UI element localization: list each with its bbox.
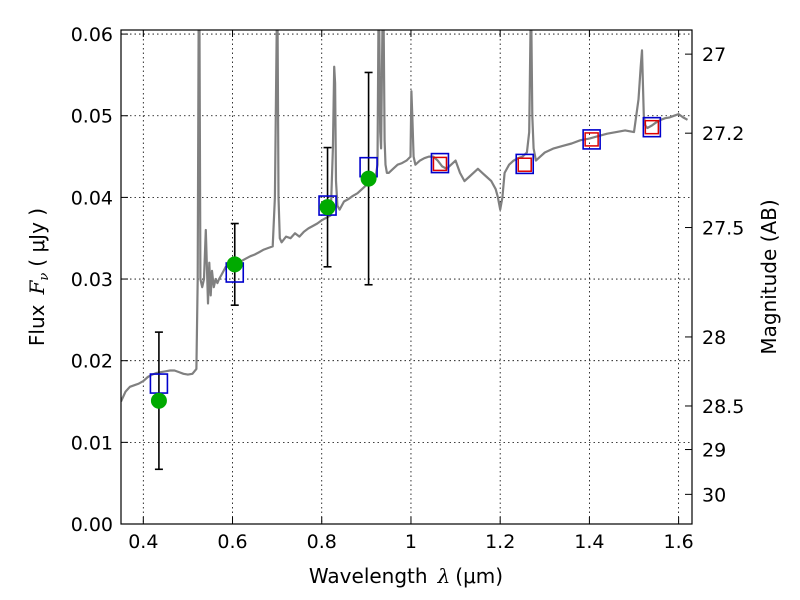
x-tick-label: 1.6 xyxy=(664,531,694,553)
observed-flux-point xyxy=(360,170,377,187)
x-tick-label: 0.8 xyxy=(307,531,337,553)
observed-flux-point xyxy=(226,256,243,273)
observed-flux-point xyxy=(319,199,336,216)
x-tick-label: 1 xyxy=(405,531,417,553)
x-tick-label: 1.2 xyxy=(485,531,515,553)
model-photometry-square xyxy=(642,116,662,138)
y2-tick-label: 28 xyxy=(702,327,726,349)
model-photometry-square xyxy=(430,152,450,174)
y-tick-label: 0.05 xyxy=(71,106,113,128)
x-axis-label: Wavelength λ (μm) xyxy=(309,564,503,588)
plot-area xyxy=(121,30,692,524)
y2-tick-label: 30 xyxy=(702,484,726,506)
x-tick-label: 1.4 xyxy=(574,531,604,553)
plot-frame xyxy=(120,29,693,525)
y-axis-label: FluxFν( μJy ) xyxy=(25,208,52,346)
x-tick-label: 0.4 xyxy=(128,531,158,553)
model-photometry-square xyxy=(515,153,535,175)
data-markers xyxy=(149,116,662,409)
observed-limit-square xyxy=(517,157,532,172)
y2-tick-label: 27.2 xyxy=(702,123,744,145)
x-tick-label: 0.6 xyxy=(217,531,247,553)
y2-tick-label: 29 xyxy=(702,440,726,462)
y-tick-label: 0.00 xyxy=(71,514,113,536)
y2-tick-label: 28.5 xyxy=(702,396,744,418)
y2-axis-label: Magnitude (AB) xyxy=(757,199,781,354)
observed-flux-point xyxy=(150,392,167,409)
x-axis-ticks: 0.4 0.6 0.8 1 1.2 1.4 1.6 xyxy=(128,30,694,553)
y-tick-label: 0.03 xyxy=(71,269,113,291)
y2-axis-ticks: 27 27.2 27.5 28 28.5 29 30 xyxy=(685,44,744,506)
y-axis-ticks: 0.00 0.01 0.02 0.03 0.04 0.05 0.06 xyxy=(71,24,128,536)
y-tick-label: 0.01 xyxy=(71,432,113,454)
y-tick-label: 0.06 xyxy=(71,24,113,46)
observed-limit-square xyxy=(644,119,660,135)
model-photometry-square xyxy=(582,129,601,150)
y-tick-label: 0.04 xyxy=(71,187,113,209)
y2-tick-label: 27.5 xyxy=(702,218,744,240)
y-tick-label: 0.02 xyxy=(71,351,113,373)
observed-limit-square xyxy=(584,132,599,147)
y2-tick-label: 27 xyxy=(702,44,726,66)
observed-limit-square xyxy=(432,156,448,172)
